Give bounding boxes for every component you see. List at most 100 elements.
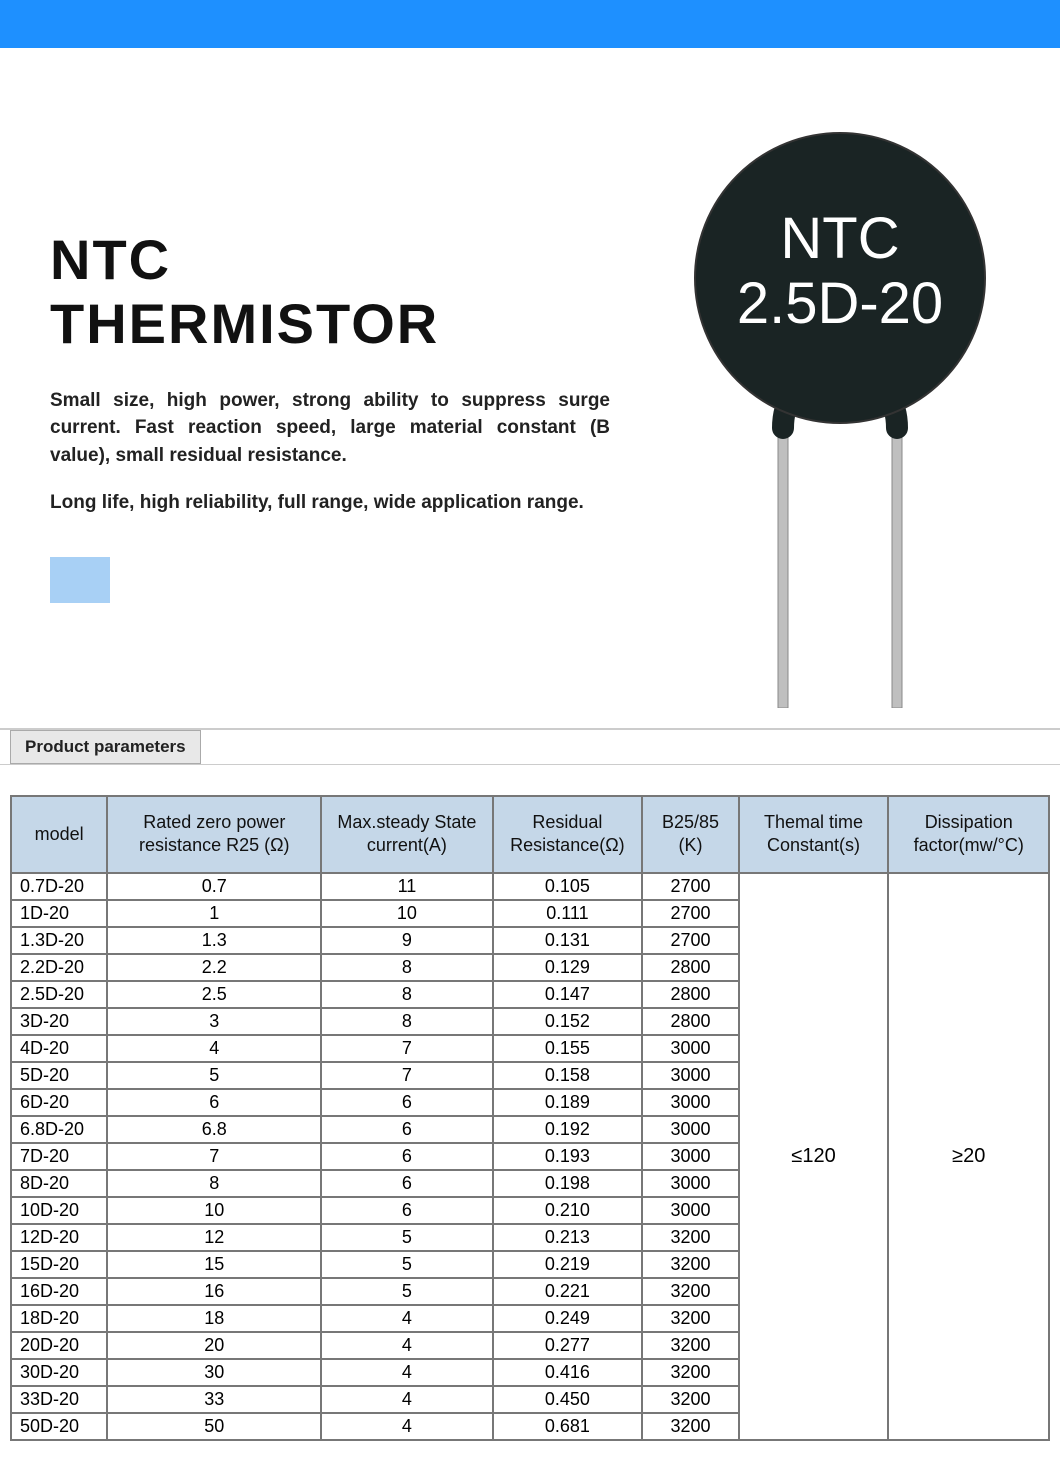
cell: 8	[321, 1008, 492, 1035]
col-thermal: Themal time Constant(s)	[739, 796, 889, 873]
cell: 0.198	[493, 1170, 643, 1197]
cell: 2.5	[107, 981, 321, 1008]
cell-model: 18D-20	[11, 1305, 107, 1332]
table-body: 0.7D-200.7110.1052700≤120≥201D-201100.11…	[11, 873, 1049, 1440]
cell: 0.192	[493, 1116, 643, 1143]
title-line-1: NTC	[50, 228, 171, 291]
cell: 0.129	[493, 954, 643, 981]
cell: 3000	[642, 1170, 738, 1197]
cell: 8	[107, 1170, 321, 1197]
cell: 15	[107, 1251, 321, 1278]
cell: 3200	[642, 1332, 738, 1359]
cell-thermal-merged: ≤120	[739, 873, 889, 1440]
cell: 0.147	[493, 981, 643, 1008]
cell: 5	[321, 1251, 492, 1278]
description-1: Small size, high power, strong ability t…	[50, 387, 610, 470]
cell: 3000	[642, 1062, 738, 1089]
cell: 0.416	[493, 1359, 643, 1386]
cell: 4	[107, 1035, 321, 1062]
cell: 0.681	[493, 1413, 643, 1440]
cell: 6	[321, 1170, 492, 1197]
cell: 5	[107, 1062, 321, 1089]
cell: 8	[321, 981, 492, 1008]
cell: 8	[321, 954, 492, 981]
cell: 3000	[642, 1035, 738, 1062]
cell: 4	[321, 1332, 492, 1359]
col-resistance: Rated zero power resistance R25 (Ω)	[107, 796, 321, 873]
cell: 12	[107, 1224, 321, 1251]
cell: 7	[321, 1062, 492, 1089]
cell: 0.7	[107, 873, 321, 900]
cell: 33	[107, 1386, 321, 1413]
cell: 6	[321, 1089, 492, 1116]
cell: 0.249	[493, 1305, 643, 1332]
cell: 5	[321, 1224, 492, 1251]
cell: 0.131	[493, 927, 643, 954]
cell: 0.105	[493, 873, 643, 900]
cell-model: 50D-20	[11, 1413, 107, 1440]
cell-dissipation-merged: ≥20	[888, 873, 1049, 1440]
component-label-2: 2.5D-20	[737, 271, 943, 336]
cell: 7	[107, 1143, 321, 1170]
cell: 3200	[642, 1386, 738, 1413]
col-maxcurrent: Max.steady State current(A)	[321, 796, 492, 873]
cell: 0.210	[493, 1197, 643, 1224]
cell: 6	[321, 1197, 492, 1224]
cell: 3200	[642, 1305, 738, 1332]
cell-model: 8D-20	[11, 1170, 107, 1197]
cell: 2800	[642, 1008, 738, 1035]
content-area: NTC THERMISTOR Small size, high power, s…	[0, 48, 1060, 1471]
cell-model: 33D-20	[11, 1386, 107, 1413]
cell: 0.111	[493, 900, 643, 927]
cell: 3000	[642, 1143, 738, 1170]
description-2: Long life, high reliability, full range,…	[50, 489, 610, 517]
cell: 2700	[642, 900, 738, 927]
cell: 30	[107, 1359, 321, 1386]
cell: 0.158	[493, 1062, 643, 1089]
cell: 4	[321, 1305, 492, 1332]
cell: 2700	[642, 927, 738, 954]
cell: 3000	[642, 1116, 738, 1143]
cell: 6.8	[107, 1116, 321, 1143]
cell: 6	[321, 1143, 492, 1170]
cell: 11	[321, 873, 492, 900]
cell: 3000	[642, 1197, 738, 1224]
cell-model: 20D-20	[11, 1332, 107, 1359]
parameters-table: model Rated zero power resistance R25 (Ω…	[10, 795, 1050, 1441]
hero-text: NTC THERMISTOR Small size, high power, s…	[50, 88, 640, 603]
col-residual: Residual Resistance(Ω)	[493, 796, 643, 873]
table-header-row: model Rated zero power resistance R25 (Ω…	[11, 796, 1049, 873]
cell: 1	[107, 900, 321, 927]
cell: 18	[107, 1305, 321, 1332]
cell: 4	[321, 1386, 492, 1413]
hero-image: NTC 2.5D-20	[670, 88, 1010, 708]
cell: 10	[321, 900, 492, 927]
cell: 2800	[642, 981, 738, 1008]
cell: 0.277	[493, 1332, 643, 1359]
cell: 2700	[642, 873, 738, 900]
col-model: model	[11, 796, 107, 873]
cell-model: 1D-20	[11, 900, 107, 927]
cell: 0.219	[493, 1251, 643, 1278]
cell: 0.221	[493, 1278, 643, 1305]
cell: 0.152	[493, 1008, 643, 1035]
thermistor-icon: NTC 2.5D-20	[670, 128, 1010, 708]
cell: 3200	[642, 1251, 738, 1278]
cell: 0.155	[493, 1035, 643, 1062]
cell: 50	[107, 1413, 321, 1440]
table-wrapper: model Rated zero power resistance R25 (Ω…	[0, 765, 1060, 1471]
cell: 16	[107, 1278, 321, 1305]
hero-section: NTC THERMISTOR Small size, high power, s…	[0, 48, 1060, 728]
cell: 9	[321, 927, 492, 954]
cell: 3000	[642, 1089, 738, 1116]
col-b2585: B25/85 (K)	[642, 796, 738, 873]
cell-model: 6D-20	[11, 1089, 107, 1116]
title-line-2: THERMISTOR	[50, 292, 439, 355]
cell: 0.193	[493, 1143, 643, 1170]
cell: 6	[321, 1116, 492, 1143]
cell-model: 2.5D-20	[11, 981, 107, 1008]
section-header-bar: Product parameters	[0, 728, 1060, 765]
table-head: model Rated zero power resistance R25 (Ω…	[11, 796, 1049, 873]
cell-model: 0.7D-20	[11, 873, 107, 900]
cell-model: 10D-20	[11, 1197, 107, 1224]
